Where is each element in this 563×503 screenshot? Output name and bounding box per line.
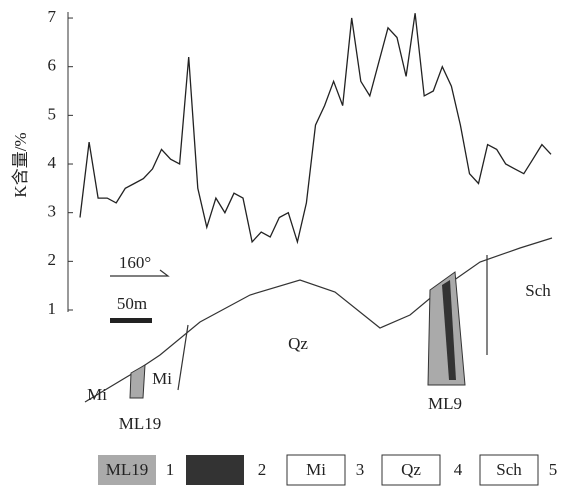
annotation: Mi bbox=[152, 369, 172, 388]
legend-label: ML19 bbox=[106, 460, 149, 479]
surface bbox=[84, 237, 553, 403]
legend-number: 5 bbox=[549, 460, 558, 479]
y-tick-label: 5 bbox=[48, 104, 57, 123]
legend-swatch bbox=[286, 454, 346, 486]
annotation: ML19 bbox=[119, 414, 162, 433]
legend-number: 2 bbox=[258, 460, 267, 479]
annotation: ML9 bbox=[428, 394, 462, 413]
y-tick-label: 2 bbox=[48, 250, 57, 269]
annotation: Mi bbox=[87, 385, 107, 404]
contact bbox=[177, 324, 189, 391]
legend-swatch bbox=[479, 454, 539, 486]
legend-label: Mi bbox=[306, 460, 326, 479]
annotation: 160° bbox=[119, 253, 151, 272]
legend-number: 1 bbox=[166, 460, 175, 479]
annotation: Qz bbox=[288, 334, 308, 353]
y-tick-label: 7 bbox=[48, 7, 57, 26]
legend-swatch bbox=[381, 454, 441, 486]
legend-swatch bbox=[186, 455, 244, 485]
ml19-body bbox=[129, 364, 146, 399]
legend-label: Sch bbox=[496, 460, 522, 479]
legend-swatch bbox=[98, 455, 156, 485]
y-tick-label: 3 bbox=[48, 202, 57, 221]
legend-label: Qz bbox=[401, 460, 421, 479]
y-axis-label: K含量/% bbox=[11, 132, 30, 197]
ml9-core bbox=[442, 280, 456, 380]
y-tick-label: 4 bbox=[48, 153, 57, 172]
direction-arrow bbox=[110, 269, 170, 277]
y-tick-label: 1 bbox=[48, 299, 57, 318]
data-line bbox=[79, 13, 552, 245]
y-tick-label: 6 bbox=[48, 56, 57, 75]
legend-number: 4 bbox=[454, 460, 463, 479]
scale-bar bbox=[110, 318, 152, 323]
annotation: Sch bbox=[525, 281, 551, 300]
legend-number: 3 bbox=[356, 460, 365, 479]
annotation: 50m bbox=[117, 294, 147, 313]
